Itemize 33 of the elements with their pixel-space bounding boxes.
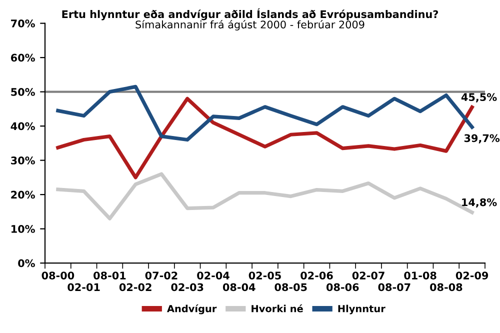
x-tick-label: 07-02 <box>145 272 178 280</box>
data-label: 39,7% <box>464 134 500 144</box>
chart-title: Ertu hlynntur eða andvígur aðild Íslands að Evrópusambandinu? <box>62 8 438 20</box>
x-tick-label: 02-09 <box>456 272 488 280</box>
x-tick-label: 08-07 <box>378 283 410 292</box>
legend-label: Hvorki né <box>252 304 303 312</box>
x-tick-label: 02-01 <box>68 283 100 292</box>
x-tick-label: 02-05 <box>248 272 281 280</box>
x-tick-label: 02-07 <box>352 272 384 280</box>
legend-label: Andvígur <box>166 304 217 314</box>
y-tick-label: 70% <box>11 20 35 28</box>
x-tick-label: 01-08 <box>404 272 436 280</box>
y-tick-label: 60% <box>10 54 35 62</box>
x-tick-label: 02-04 <box>197 272 230 280</box>
y-tick-label: 20% <box>11 190 35 199</box>
x-tick-label: 02-06 <box>300 272 333 280</box>
x-tick-label: 08-05 <box>274 283 307 292</box>
x-tick-label: 08-01 <box>94 272 126 280</box>
chart-subtitle: Símakannanir frá ágúst 2000 - febrúar 2009 <box>136 20 364 30</box>
x-tick-label: 08-04 <box>222 283 256 292</box>
y-tick-label: 10% <box>12 225 35 233</box>
data-label: 45,5% <box>461 93 497 102</box>
x-tick-label: 08-00 <box>42 272 74 280</box>
y-tick-label: 40% <box>10 122 35 130</box>
x-tick-label: 08-06 <box>326 283 359 292</box>
x-tick-label: 08-08 <box>430 283 462 292</box>
legend-label: Hlynntur <box>338 304 386 314</box>
y-tick-label: 0% <box>18 259 35 268</box>
x-tick-label: 02-03 <box>171 283 204 292</box>
y-tick-label: 30% <box>11 156 35 164</box>
x-tick-label: 02-02 <box>119 283 152 292</box>
y-tick-label: 50% <box>11 88 35 96</box>
data-label: 14,8% <box>462 198 497 208</box>
